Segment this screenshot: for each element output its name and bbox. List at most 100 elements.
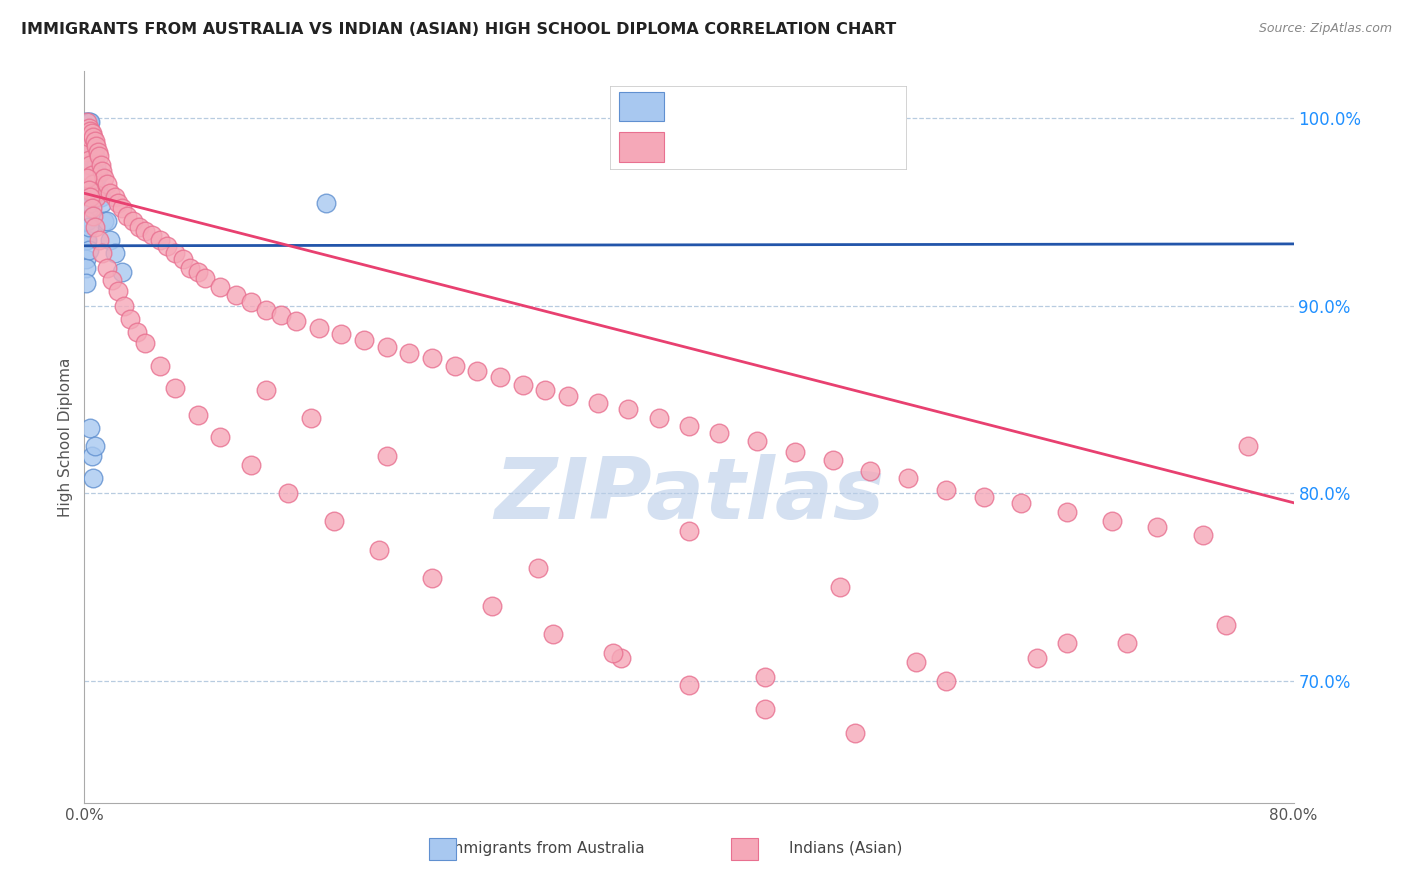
Point [368,542,391,557]
Point [512,377,534,392]
Point [225,287,247,301]
Point [76,233,98,247]
Point [541,627,564,641]
Point [82,471,104,485]
Point [754,702,776,716]
Point [79,139,101,153]
Text: IMMIGRANTS FROM AUSTRALIA VS INDIAN (ASIAN) HIGH SCHOOL DIPLOMA CORRELATION CHAR: IMMIGRANTS FROM AUSTRALIA VS INDIAN (ASI… [21,22,897,37]
Point [87,168,110,182]
Point [77,158,100,172]
Point [1116,636,1139,650]
Point [127,325,149,339]
Point [79,134,101,148]
Point [149,233,172,247]
Point [75,139,97,153]
Point [239,458,262,473]
Point [91,163,114,178]
Point [172,252,194,266]
Point [89,149,111,163]
Point [77,153,100,167]
Point [1215,617,1237,632]
Point [96,214,118,228]
Point [165,381,187,395]
Point [93,171,115,186]
Point [91,246,114,260]
Point [897,471,920,485]
Point [82,139,104,153]
Point [141,227,163,242]
Point [79,195,101,210]
Point [89,233,111,247]
Point [602,646,624,660]
Point [128,220,150,235]
Point [1237,440,1260,454]
Point [118,312,141,326]
Point [107,195,129,210]
Point [79,126,101,140]
Point [87,145,110,159]
Point [299,411,322,425]
Point [678,678,700,692]
Point [77,201,100,215]
Point [77,182,100,196]
Point [1146,520,1168,534]
Point [322,515,344,529]
Point [973,490,995,504]
Point [77,115,100,129]
Point [79,158,101,172]
Point [80,201,103,215]
Point [134,336,156,351]
Point [935,483,957,497]
Point [76,130,98,145]
Point [121,214,143,228]
Point [79,168,101,182]
Point [610,651,633,665]
Point [254,383,277,397]
Point [678,418,700,433]
FancyBboxPatch shape [429,838,456,860]
Point [86,139,108,153]
Point [79,420,101,434]
Point [1192,527,1215,541]
Point [75,115,97,129]
Point [79,115,101,129]
Point [76,145,98,159]
Point [76,120,98,135]
Point [76,134,98,148]
Point [330,326,353,341]
Point [1056,505,1078,519]
Point [194,270,217,285]
Point [86,190,108,204]
Point [209,430,232,444]
Point [76,139,98,153]
Point [75,252,97,266]
Point [76,214,98,228]
Point [80,139,103,153]
Point [859,464,882,478]
Point [156,239,179,253]
Point [77,182,100,196]
Point [84,149,107,163]
Point [112,299,135,313]
Point [76,149,98,163]
Point [617,401,640,416]
Point [79,149,101,163]
Point [179,261,201,276]
FancyBboxPatch shape [731,838,758,860]
Point [84,186,107,201]
Point [77,243,100,257]
Point [104,246,127,260]
Point [830,580,852,594]
Point [420,571,443,585]
Point [75,126,97,140]
Point [443,359,465,373]
Point [187,408,209,422]
Point [648,411,671,425]
Point [77,145,100,159]
Point [75,233,97,247]
Point [111,265,134,279]
Point [82,153,104,167]
Point [77,126,100,140]
Point [149,359,172,373]
Point [489,370,512,384]
